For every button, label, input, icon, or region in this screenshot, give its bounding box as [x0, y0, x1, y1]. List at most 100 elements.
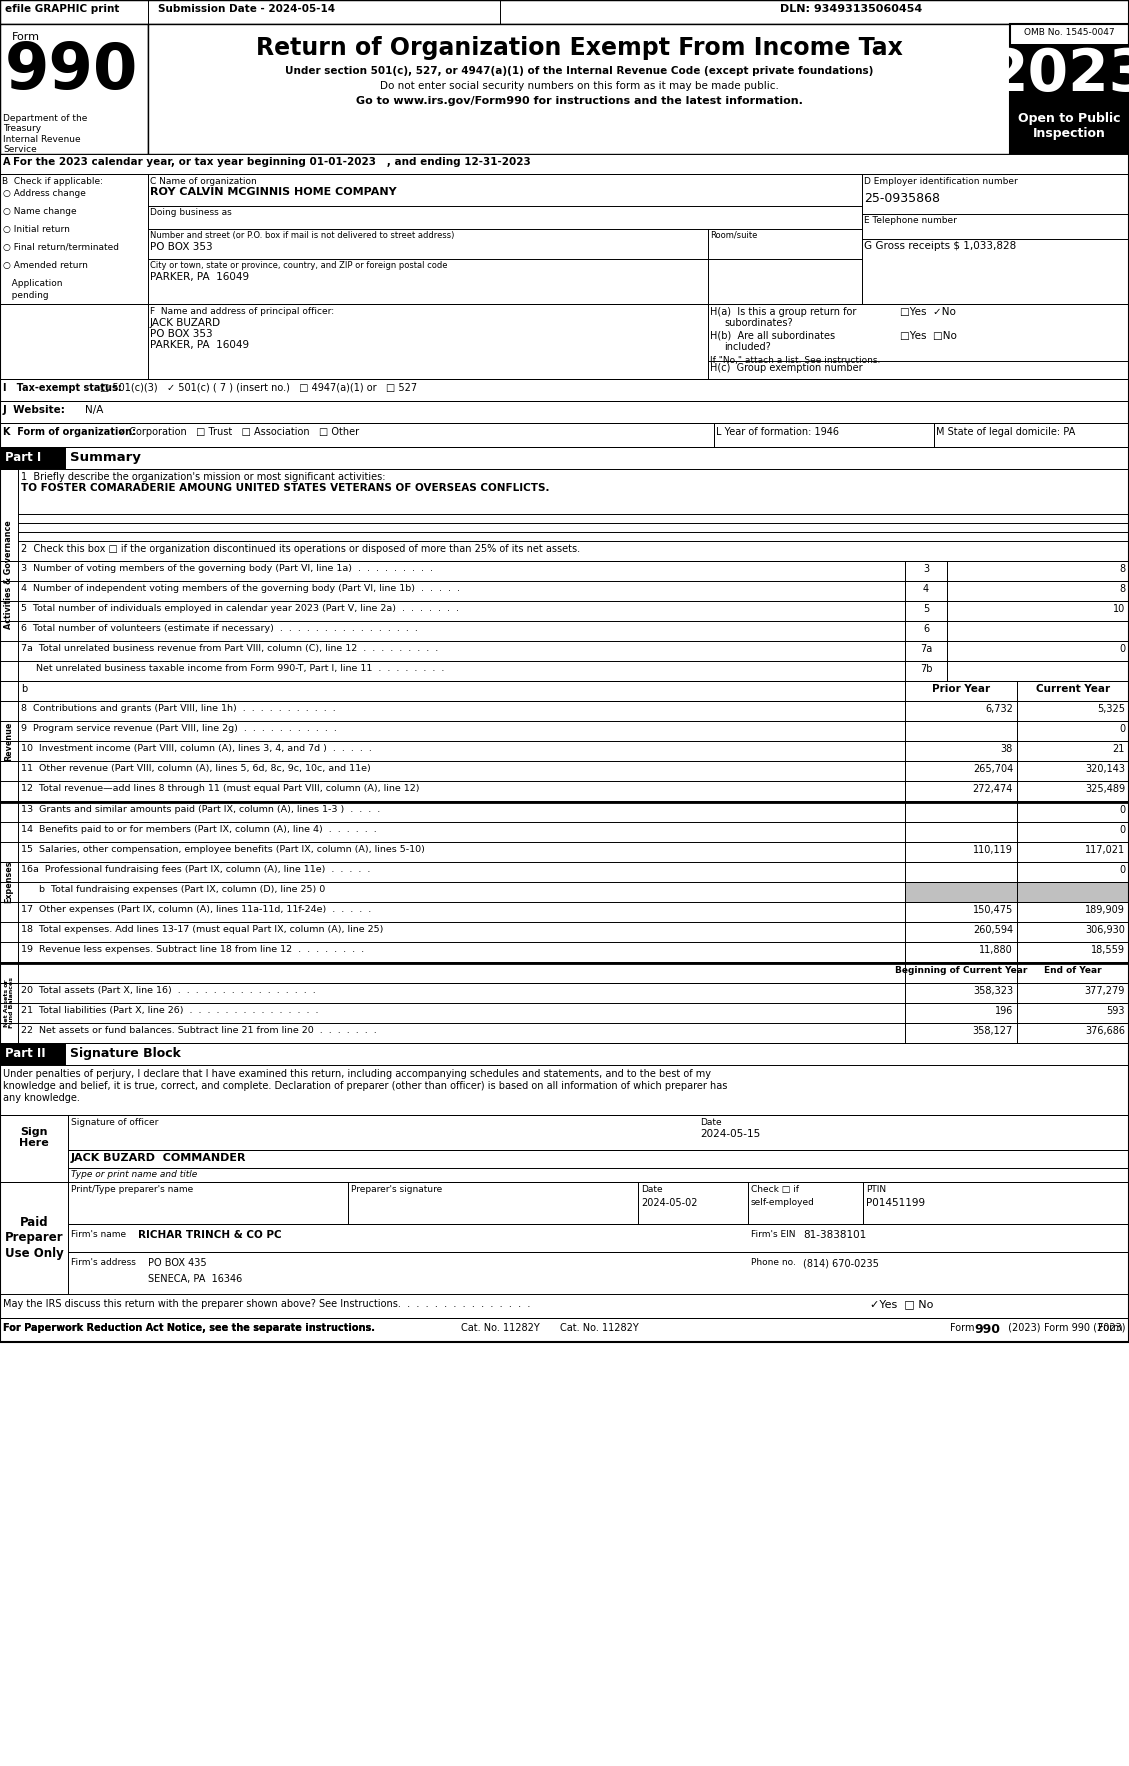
- Text: Phone no.: Phone no.: [751, 1257, 796, 1266]
- Text: 0: 0: [1119, 645, 1124, 653]
- Bar: [18, 470, 1129, 514]
- Bar: [18, 984, 905, 1003]
- Text: City or town, state or province, country, and ZIP or foreign postal code: City or town, state or province, country…: [150, 261, 447, 270]
- Bar: [1017, 781, 1129, 802]
- Bar: [148, 175, 863, 304]
- Text: 5,325: 5,325: [1097, 705, 1124, 713]
- Bar: [0, 175, 148, 304]
- Text: 8  Contributions and grants (Part VIII, line 1h)  .  .  .  .  .  .  .  .  .  .  : 8 Contributions and grants (Part VIII, l…: [21, 705, 335, 713]
- Text: Activities & Governance: Activities & Governance: [5, 521, 14, 629]
- Text: Form: Form: [12, 32, 40, 42]
- Text: 593: 593: [1106, 1007, 1124, 1015]
- Text: (814) 670-0235: (814) 670-0235: [803, 1257, 878, 1268]
- Bar: [18, 862, 905, 881]
- Bar: [905, 821, 1017, 842]
- Bar: [1017, 881, 1129, 902]
- Text: TO FOSTER COMARADERIE AMOUNG UNITED STATES VETERANS OF OVERSEAS CONFLICTS.: TO FOSTER COMARADERIE AMOUNG UNITED STAT…: [21, 482, 550, 493]
- Bar: [905, 1023, 1017, 1044]
- Text: Doing business as: Doing business as: [150, 208, 231, 217]
- Bar: [0, 380, 1129, 401]
- Text: For Paperwork Reduction Act Notice, see the separate instructions.: For Paperwork Reduction Act Notice, see …: [3, 1323, 375, 1333]
- Text: 358,323: 358,323: [973, 985, 1013, 996]
- Bar: [947, 660, 1129, 682]
- Bar: [947, 600, 1129, 622]
- Text: 4: 4: [922, 585, 929, 593]
- Text: Net Assets or
Fund Balances: Net Assets or Fund Balances: [3, 978, 15, 1028]
- Text: 260,594: 260,594: [973, 925, 1013, 934]
- Text: If "No," attach a list. See instructions.: If "No," attach a list. See instructions…: [710, 357, 881, 366]
- Bar: [947, 581, 1129, 600]
- Text: Cat. No. 11282Y: Cat. No. 11282Y: [560, 1323, 639, 1333]
- Text: 19  Revenue less expenses. Subtract line 18 from line 12  .  .  .  .  .  .  .  .: 19 Revenue less expenses. Subtract line …: [21, 945, 365, 954]
- Text: F  Name and address of principal officer:: F Name and address of principal officer:: [150, 307, 334, 316]
- Text: 9  Program service revenue (Part VIII, line 2g)  .  .  .  .  .  .  .  .  .  .  .: 9 Program service revenue (Part VIII, li…: [21, 724, 336, 733]
- Text: Type or print name and title: Type or print name and title: [71, 1171, 198, 1180]
- Text: H(a)  Is this a group return for: H(a) Is this a group return for: [710, 307, 857, 318]
- Bar: [905, 641, 947, 660]
- Bar: [65, 1044, 1129, 1065]
- Text: 358,127: 358,127: [973, 1026, 1013, 1037]
- Text: ROY CALVIN MCGINNIS HOME COMPANY: ROY CALVIN MCGINNIS HOME COMPANY: [150, 187, 396, 198]
- Text: ○ Amended return: ○ Amended return: [3, 261, 88, 270]
- Text: 81-3838101: 81-3838101: [803, 1229, 866, 1240]
- Text: 150,475: 150,475: [973, 904, 1013, 915]
- Text: Form: Form: [949, 1323, 978, 1333]
- Text: 2024-05-02: 2024-05-02: [641, 1197, 698, 1208]
- Bar: [905, 682, 1017, 701]
- Text: Application: Application: [3, 279, 62, 288]
- Bar: [905, 701, 1017, 721]
- Text: 3: 3: [922, 563, 929, 574]
- Text: Expenses: Expenses: [5, 860, 14, 902]
- Text: ○ Name change: ○ Name change: [3, 207, 77, 215]
- Bar: [0, 682, 18, 802]
- Text: efile GRAPHIC print: efile GRAPHIC print: [5, 4, 120, 14]
- Text: Check □ if: Check □ if: [751, 1185, 799, 1194]
- Bar: [905, 761, 1017, 781]
- Bar: [0, 1065, 1129, 1114]
- Bar: [1017, 1023, 1129, 1044]
- Bar: [18, 562, 905, 581]
- Text: J  Website:: J Website:: [3, 404, 65, 415]
- Text: 2024-05-15: 2024-05-15: [700, 1128, 760, 1139]
- Text: 6: 6: [922, 623, 929, 634]
- Bar: [905, 562, 947, 581]
- Bar: [905, 600, 947, 622]
- Text: PTIN: PTIN: [866, 1185, 886, 1194]
- Text: 4  Number of independent voting members of the governing body (Part VI, line 1b): 4 Number of independent voting members o…: [21, 585, 460, 593]
- Text: 110,119: 110,119: [973, 844, 1013, 855]
- Bar: [708, 304, 1129, 380]
- Text: 38: 38: [1000, 743, 1013, 754]
- Bar: [905, 984, 1017, 1003]
- Bar: [905, 1003, 1017, 1023]
- Text: Signature Block: Signature Block: [70, 1047, 181, 1060]
- Text: 17  Other expenses (Part IX, column (A), lines 11a-11d, 11f-24e)  .  .  .  .  .: 17 Other expenses (Part IX, column (A), …: [21, 904, 371, 915]
- Text: End of Year: End of Year: [1044, 966, 1102, 975]
- Bar: [1017, 802, 1129, 821]
- Text: H(c)  Group exemption number: H(c) Group exemption number: [710, 364, 863, 373]
- Text: Return of Organization Exempt From Income Tax: Return of Organization Exempt From Incom…: [255, 35, 902, 60]
- Bar: [0, 1044, 65, 1065]
- Bar: [905, 862, 1017, 881]
- Bar: [68, 1181, 348, 1224]
- Text: 7b: 7b: [920, 664, 933, 675]
- Bar: [905, 781, 1017, 802]
- Bar: [18, 761, 905, 781]
- Text: 0: 0: [1119, 724, 1124, 735]
- Bar: [905, 721, 1017, 742]
- Text: ✓Yes  □ No: ✓Yes □ No: [870, 1300, 934, 1309]
- Text: PO BOX 353: PO BOX 353: [150, 242, 212, 253]
- Text: ○ Final return/terminated: ○ Final return/terminated: [3, 244, 119, 253]
- Bar: [1017, 701, 1129, 721]
- Bar: [18, 721, 905, 742]
- Bar: [18, 781, 905, 802]
- Bar: [18, 902, 905, 922]
- Bar: [905, 742, 1017, 761]
- Text: □Yes  □No: □Yes □No: [900, 330, 957, 341]
- Bar: [18, 842, 905, 862]
- Bar: [905, 802, 1017, 821]
- Text: b: b: [21, 683, 27, 694]
- Bar: [0, 447, 65, 470]
- Text: 18,559: 18,559: [1091, 945, 1124, 955]
- Text: Do not enter social security numbers on this form as it may be made public.: Do not enter social security numbers on …: [379, 81, 778, 92]
- Bar: [1017, 682, 1129, 701]
